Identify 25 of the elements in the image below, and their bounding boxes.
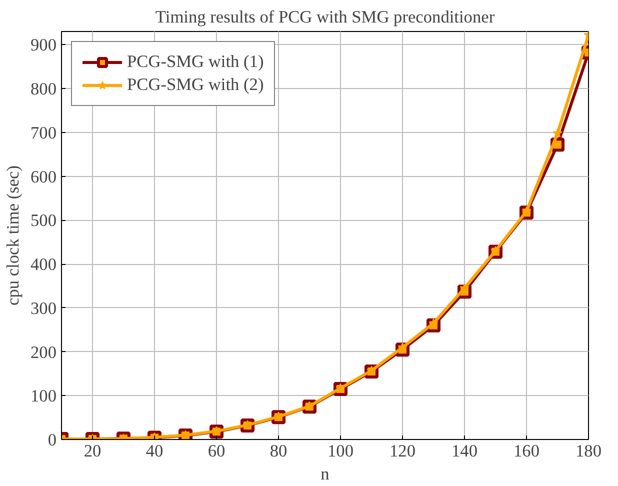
chart-title: Timing results of PCG with SMG preconditioner — [155, 8, 495, 26]
x-tick-label: 20 — [84, 442, 102, 460]
x-tick-label: 100 — [328, 442, 354, 460]
x-tick-label: 140 — [452, 442, 478, 460]
x-tick-label: 160 — [514, 442, 540, 460]
y-tick-label: 900 — [30, 36, 57, 55]
point — [552, 128, 562, 138]
y-tick-label: 200 — [30, 342, 57, 362]
legend-label: PCG-SMG with (2) — [127, 75, 264, 95]
y-tick-label: 0 — [48, 430, 57, 450]
y-tick-label: 800 — [30, 80, 57, 99]
y-tick-label: 700 — [30, 123, 57, 142]
x-tick-label: 80 — [270, 442, 288, 460]
y-axis-title: cpu clock time (sec) — [4, 165, 23, 306]
x-tick-label: 60 — [208, 442, 226, 460]
y-tick-label: 500 — [30, 211, 57, 230]
y-tick-label: 400 — [30, 255, 57, 274]
y-tick-label: 600 — [30, 167, 57, 186]
x-tick-label: 120 — [390, 442, 416, 460]
legend-label: PCG-SMG with (1) — [127, 52, 264, 72]
x-tick-label: 180 — [576, 442, 602, 460]
y-tick-label: 300 — [30, 298, 57, 318]
x-axis-title: n — [320, 464, 330, 484]
y-tick-label: 100 — [30, 386, 57, 406]
x-tick-label: 40 — [146, 442, 164, 460]
